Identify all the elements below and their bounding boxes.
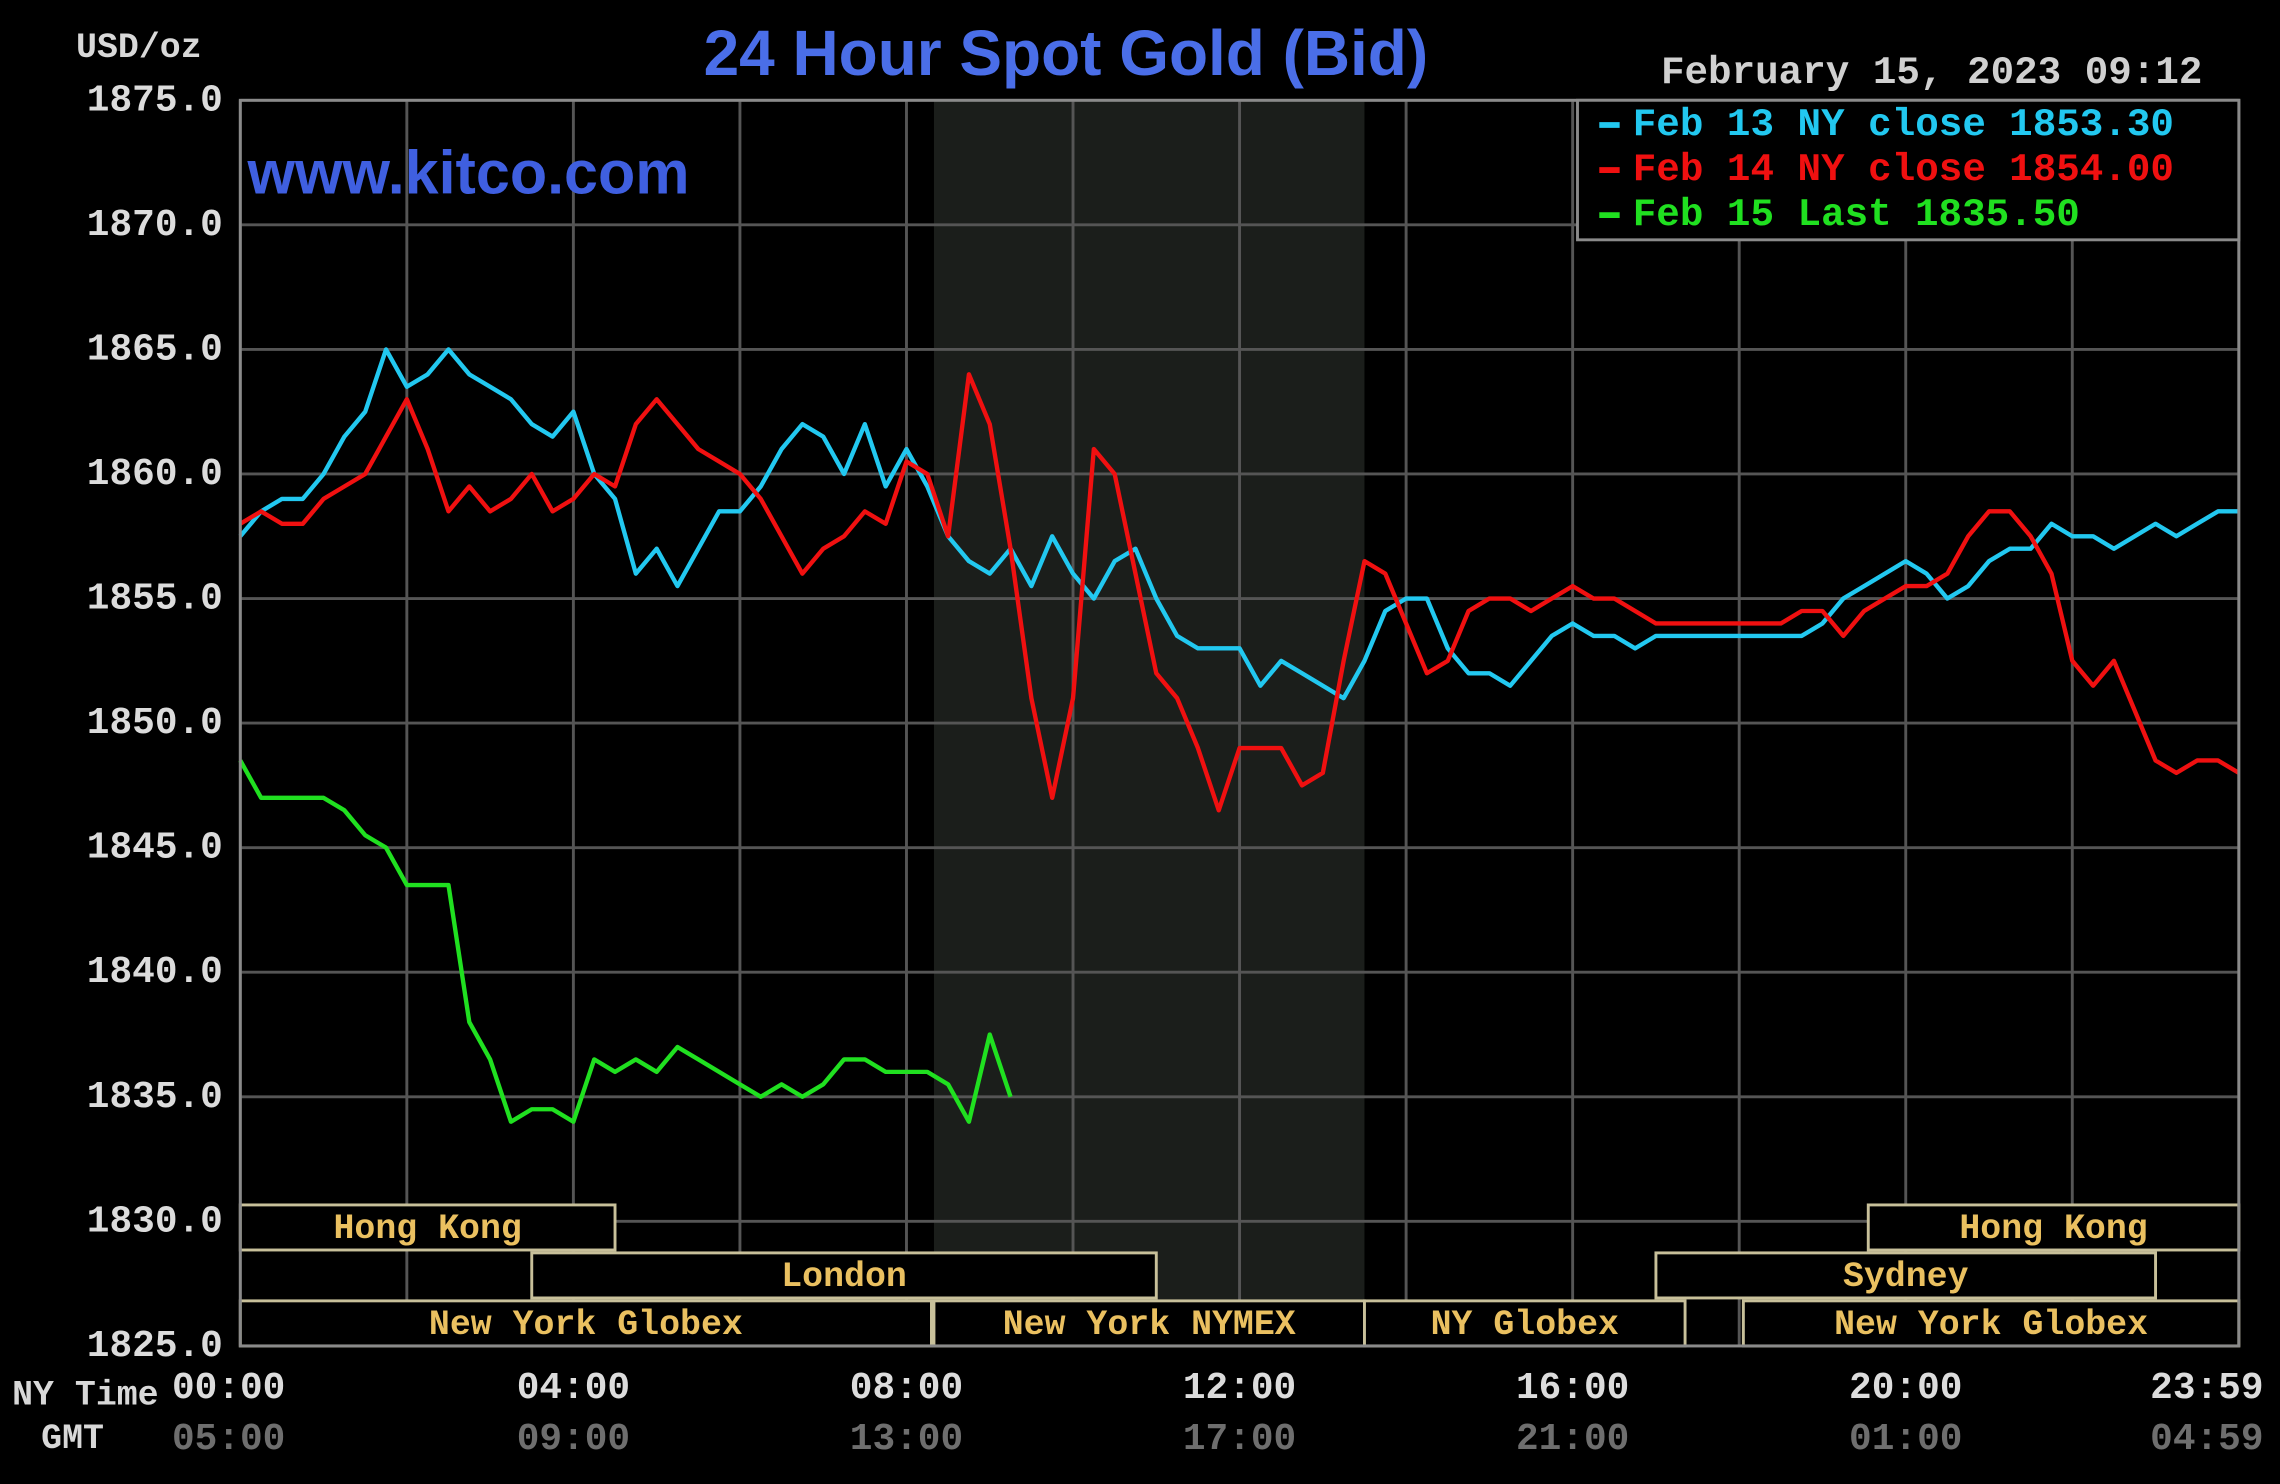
y-tick-label: 1860.0 <box>87 454 223 496</box>
line-layer <box>238 347 2240 1124</box>
legend-value: 1835.50 <box>1915 192 2080 237</box>
session-box <box>238 1203 617 1252</box>
x-tick-label: 04:00 <box>517 1368 630 1410</box>
plot-frame <box>238 98 2241 1348</box>
session-label: New York Globex <box>1834 1306 2148 1345</box>
x-tick-label: 16:00 <box>1516 1368 1629 1410</box>
x-tick-label: 08:00 <box>850 1368 963 1410</box>
series-line <box>238 759 1013 1124</box>
legend-name: Feb 15 Last <box>1633 192 1892 237</box>
y-tick-label: 1850.0 <box>87 703 223 745</box>
y-tick-label: 1870.0 <box>87 205 223 247</box>
x-row-label: GMT <box>41 1420 104 1459</box>
y-tick-label: 1875.0 <box>87 80 223 122</box>
session-label: NY Globex <box>1431 1306 1619 1345</box>
session-label: New York NYMEX <box>1003 1306 1296 1345</box>
y-tick-label: 1855.0 <box>87 579 223 621</box>
chart-title: 24 Hour Spot Gold (Bid) <box>704 17 1429 89</box>
session-box <box>1654 1251 2158 1300</box>
legend-entry: Feb 13 NY close 1853.30 <box>1633 102 2174 147</box>
session-label: Hong Kong <box>1959 1210 2147 1249</box>
session-label: Hong Kong <box>333 1210 521 1249</box>
x2-tick-label: 17:00 <box>1183 1419 1296 1461</box>
session-box <box>1363 1299 1687 1348</box>
y-tick-label: 1865.0 <box>87 329 223 371</box>
session-label: London <box>781 1258 907 1297</box>
y-tick-label: 1840.0 <box>87 952 223 994</box>
x-tick-label: 00:00 <box>172 1368 285 1410</box>
x-tick-label: 12:00 <box>1183 1368 1296 1410</box>
legend: Feb 13 NY close 1853.30 Feb 14 NY close 185… <box>1576 98 2241 242</box>
x2-tick-label: 09:00 <box>517 1419 630 1461</box>
legend-entry: Feb 15 Last 1835.50 <box>1633 192 2080 237</box>
session-box <box>238 1299 933 1348</box>
y-axis-label: USD/oz <box>76 29 202 68</box>
y-tick-label: 1835.0 <box>87 1077 223 1119</box>
x2-tick-label: 01:00 <box>1849 1419 1962 1461</box>
session-label: New York Globex <box>429 1306 743 1345</box>
x2-tick-label: 05:00 <box>172 1419 285 1461</box>
series-line <box>239 372 2240 813</box>
x2-tick-label: 04:59 <box>2150 1419 2263 1461</box>
watermark: www.kitco.com <box>247 138 690 206</box>
x-row-label: NY Time <box>12 1377 158 1416</box>
series-line <box>238 347 2239 701</box>
legend-entry: Feb 14 NY close 1854.00 <box>1633 147 2174 192</box>
legend-value: 1854.00 <box>2009 147 2174 192</box>
legend-name: Feb 14 NY close <box>1633 147 1986 192</box>
x-tick-label: 23:59 <box>2150 1368 2263 1410</box>
legend-value: 1853.30 <box>2009 102 2174 147</box>
x2-tick-label: 21:00 <box>1516 1419 1629 1461</box>
y-tick-label: 1845.0 <box>87 828 223 870</box>
x-tick-label: 20:00 <box>1849 1368 1962 1410</box>
x2-tick-label: 13:00 <box>850 1419 963 1461</box>
session-box <box>530 1251 1158 1300</box>
timestamp: February 15, 2023 09:12 <box>1661 50 2203 95</box>
y-tick-label: 1830.0 <box>87 1201 223 1243</box>
legend-name: Feb 13 NY close <box>1633 102 1986 147</box>
legend-box <box>1576 98 2241 242</box>
y-tick-label: 1825.0 <box>87 1326 223 1368</box>
session-label: Sydney <box>1843 1258 1969 1297</box>
session-layer: Hong Kong Hong Kong London Sydney New York G… <box>238 1203 2241 1348</box>
session-box <box>1741 1299 2241 1348</box>
